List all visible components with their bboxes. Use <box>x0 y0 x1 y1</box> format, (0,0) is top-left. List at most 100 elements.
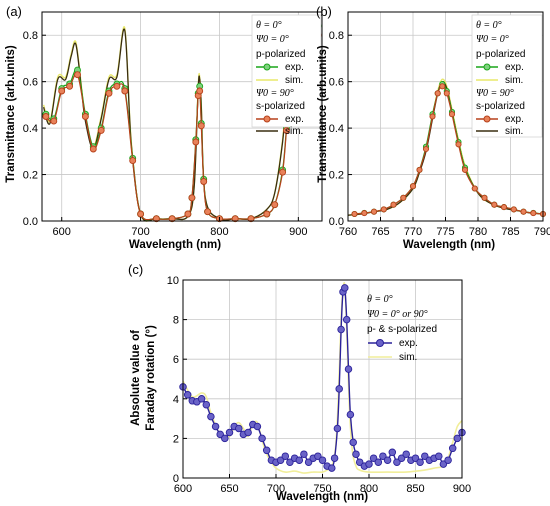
data-point-s-polarized-exp <box>89 145 97 153</box>
panel-b-label: (b) <box>316 4 332 19</box>
data-point-s-polarized-exp <box>481 194 488 201</box>
xtick-label: 600 <box>53 226 71 238</box>
panel-a-legend-psi-s: Ψ0 = 90° <box>256 88 294 99</box>
xtick-label: 850 <box>406 483 424 495</box>
data-point-s-polarized-exp <box>429 113 436 120</box>
panel-b-legend: θ = 0° Ψ0 = 0° p-polarized exp. sim. Ψ0 … <box>471 14 543 138</box>
ytick-label: 0.6 <box>329 77 344 89</box>
panel-c-legend-group: p- & s-polarized <box>367 324 437 335</box>
data-point-exp <box>439 460 448 468</box>
ytick-label: 10 <box>167 275 179 287</box>
data-point-s-polarized-exp <box>283 126 290 134</box>
panel-b-legend-p-sim: sim. <box>505 75 523 86</box>
data-point-s-polarized-exp <box>520 208 527 215</box>
data-point-s-polarized-exp <box>74 71 81 79</box>
data-point-s-polarized-exp <box>184 210 192 218</box>
ytick-label: 0.4 <box>23 123 38 135</box>
data-point-exp <box>397 454 406 462</box>
data-point-s-polarized-exp <box>400 194 407 201</box>
data-point-s-polarized-exp <box>361 210 368 217</box>
data-point-exp <box>300 450 308 458</box>
panel-a-ylabel: Transmittance (arb.units) <box>5 45 17 183</box>
data-point-s-polarized-exp <box>204 208 212 216</box>
xtick-label: 790 <box>534 226 550 238</box>
data-point-s-polarized-exp <box>58 87 66 95</box>
data-point-s-polarized-exp <box>97 126 105 134</box>
panel-b-legend-group-s: s-polarized <box>476 101 525 112</box>
data-point-exp <box>295 456 304 464</box>
data-point-exp <box>393 458 401 466</box>
panel-a-legend-s-sim: sim. <box>285 126 303 137</box>
panel-c-ylabel-line1: Absolute value of <box>130 330 142 426</box>
panel-a-legend-s-exp: exp. <box>285 114 304 125</box>
data-point-s-polarized-exp <box>434 90 441 97</box>
data-point-s-polarized-exp <box>530 210 537 217</box>
panel-a-legend-p-exp: exp. <box>285 62 304 73</box>
data-point-s-polarized-exp <box>500 204 508 211</box>
panel-a-legend: θ = 0° Ψ0 = 0° p-polarized exp. sim. Ψ0 … <box>251 14 322 137</box>
data-point-exp <box>448 444 457 453</box>
panel-c-ylabel-line2: Faraday rotation (°) <box>145 325 157 431</box>
ytick-label: 0.8 <box>23 30 38 42</box>
data-point-exp <box>330 454 339 462</box>
data-point-exp <box>197 395 206 403</box>
data-point-s-polarized-exp <box>422 145 430 153</box>
panel-b-legend-p-exp-marker <box>483 63 491 71</box>
panel-c-legend-psi: Ψ0 = 0° or 90° <box>367 309 428 320</box>
data-point-s-polarized-exp <box>113 82 121 90</box>
data-point-s-polarized-exp <box>42 113 50 120</box>
data-point-exp <box>333 424 342 433</box>
panel-a-legend-group-p: p-polarized <box>256 49 305 60</box>
xtick-label: 800 <box>360 483 378 495</box>
ytick-label: 0 <box>173 473 179 485</box>
data-point-exp <box>225 428 234 437</box>
panel-c-xlabel: Wavelength (nm) <box>276 491 368 503</box>
panel-a-legend-psi-p: Ψ0 = 0° <box>256 34 289 45</box>
panel-a-legend-p-exp-marker <box>263 63 271 71</box>
data-point-s-polarized-exp <box>81 113 89 120</box>
data-point-exp <box>352 450 360 458</box>
ytick-label: 0.6 <box>23 77 38 89</box>
panel-c-legend-exp: exp. <box>399 338 418 349</box>
data-point-exp <box>444 456 452 464</box>
xtick-label: 700 <box>267 483 285 495</box>
data-point-s-polarized-exp <box>137 210 145 218</box>
data-point-exp <box>276 456 285 464</box>
data-point-s-polarized-exp <box>491 201 498 208</box>
xtick-label: 770 <box>404 226 422 238</box>
xtick-label: 700 <box>131 226 149 238</box>
data-point-exp <box>211 422 220 431</box>
panel-a-legend-box <box>251 14 322 128</box>
panel-b-series <box>347 78 547 218</box>
xtick-label: 900 <box>453 483 471 495</box>
panel-c-legend: θ = 0° Ψ0 = 0° or 90° p- & s-polarized e… <box>367 294 437 363</box>
data-point-exp <box>318 456 327 464</box>
panel-c: 600 650 700 750 800 850 900 0 2 4 6 8 10 (c) Wavelen… <box>128 262 471 503</box>
data-point-exp <box>235 424 243 433</box>
data-point-s-polarized-exp <box>197 122 205 130</box>
data-point-s-polarized-exp <box>443 90 450 97</box>
data-point-s-polarized-exp <box>461 166 469 173</box>
data-point-exp <box>216 430 224 439</box>
data-point-exp <box>346 410 355 419</box>
data-point-exp <box>314 452 322 460</box>
panel-a-legend-group-s: s-polarized <box>256 101 305 112</box>
panel-c-legend-theta: θ = 0° <box>367 294 393 305</box>
data-point-s-polarized-exp <box>351 210 358 218</box>
data-point-s-polarized-exp <box>129 157 137 165</box>
data-point-s-polarized-exp <box>121 87 129 95</box>
data-point-exp <box>286 458 294 466</box>
data-point-exp <box>416 458 424 466</box>
data-point-exp <box>341 284 349 292</box>
panel-b-legend-psi-s: Ψ0 = 90° <box>476 88 514 99</box>
data-point-exp <box>355 458 364 466</box>
xtick-label: 750 <box>313 483 331 495</box>
data-point-s-polarized-exp <box>200 178 208 185</box>
panel-c-series <box>179 281 466 474</box>
ytick-label: 8 <box>173 315 179 327</box>
data-point-s-polarized-exp <box>66 82 74 90</box>
data-point-exp <box>411 454 420 462</box>
panel-a: 600 700 800 900 0.0 0.2 0.4 0.6 0.8 (a) Waveleng… <box>5 4 323 251</box>
data-point-exp <box>369 454 378 462</box>
xtick-label: 760 <box>339 226 357 238</box>
